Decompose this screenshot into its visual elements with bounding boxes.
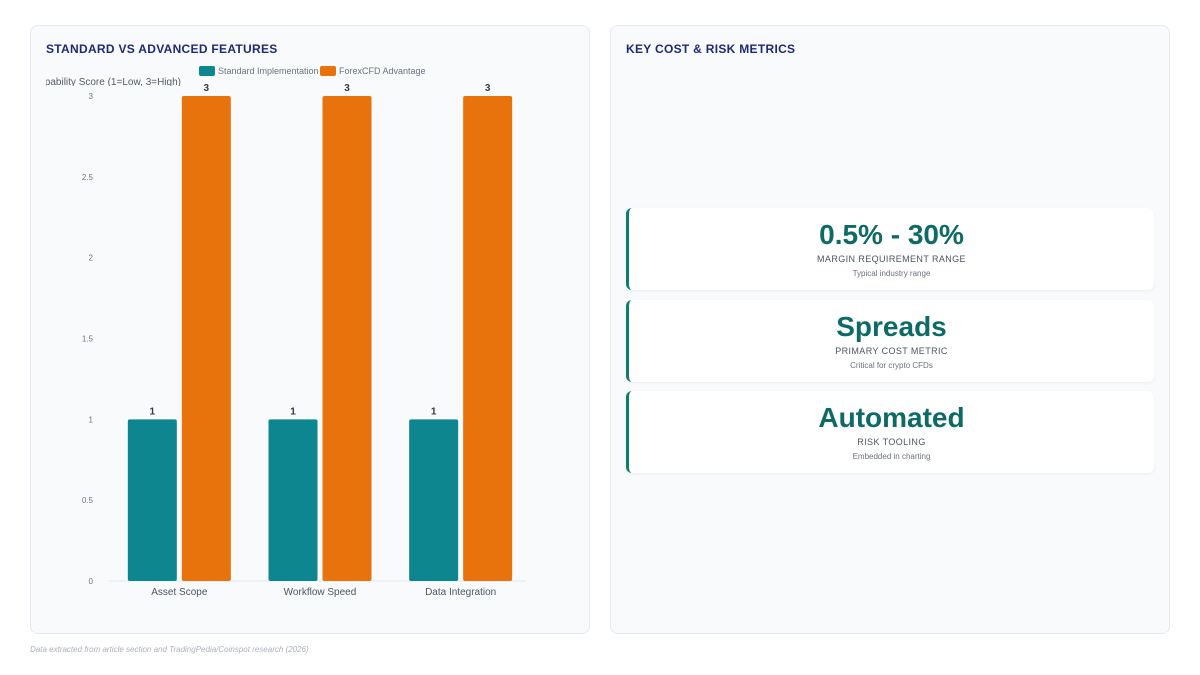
x-tick-label: Data Integration — [425, 587, 496, 598]
y-tick-label: 1 — [89, 415, 94, 424]
bar-value-label: 3 — [204, 83, 210, 94]
legend-label: ForexCFD Advantage — [339, 66, 426, 76]
metric-label: PRIMARY COST METRIC — [835, 346, 948, 356]
metric-sublabel: Critical for crypto CFDs — [850, 361, 933, 370]
y-tick-label: 2 — [89, 254, 94, 263]
y-axis-label: Capability Score (1=Low, 3=High) — [32, 77, 181, 88]
legend-swatch — [199, 66, 215, 76]
legend-swatch — [320, 66, 336, 76]
bar-value-label: 1 — [290, 406, 296, 417]
y-tick-label: 0 — [89, 577, 94, 586]
metric-sublabel: Typical industry range — [852, 269, 931, 278]
metric-value: 0.5% - 30% — [819, 219, 964, 250]
chart-panel-title: STANDARD VS ADVANCED FEATURES — [46, 42, 278, 56]
metric-value: Spreads — [836, 311, 947, 342]
x-tick-label: Workflow Speed — [284, 587, 357, 598]
legend-label: Standard Implementation — [218, 66, 319, 76]
y-tick-label: 2.5 — [82, 173, 94, 182]
x-tick-label: Asset Scope — [151, 587, 208, 598]
bar-value-label: 1 — [431, 406, 437, 417]
bar-value-label: 3 — [485, 83, 491, 94]
bar-advantage — [181, 96, 231, 581]
metric-label: MARGIN REQUIREMENT RANGE — [817, 254, 966, 264]
y-tick-label: 1.5 — [82, 335, 94, 344]
metrics-panel-title: KEY COST & RISK METRICS — [626, 42, 796, 56]
bar-standard — [127, 419, 177, 581]
metric-card-margin: 0.5% - 30% MARGIN REQUIREMENT RANGE Typi… — [626, 208, 1154, 290]
bar-value-label: 3 — [344, 83, 350, 94]
source-footnote: Data extracted from article section and … — [30, 645, 309, 654]
bar-advantage — [463, 96, 513, 581]
metric-card-risk-tooling: Automated RISK TOOLING Embedded in chart… — [626, 391, 1154, 473]
bar-standard — [268, 419, 318, 581]
bar-advantage — [322, 96, 372, 581]
metrics-panel: KEY COST & RISK METRICS 0.5% - 30% MARGI… — [610, 25, 1170, 634]
metric-sublabel: Embedded in charting — [852, 452, 931, 461]
bar-value-label: 1 — [150, 406, 156, 417]
metric-label: RISK TOOLING — [857, 437, 926, 447]
feature-chart-panel: STANDARD VS ADVANCED FEATURES Capability… — [30, 25, 590, 634]
y-tick-label: 3 — [89, 92, 94, 101]
y-tick-label: 0.5 — [82, 496, 94, 505]
feature-comparison-chart: Capability Score (1=Low, 3=High) 0 0.5 1 1.5… — [32, 66, 526, 598]
bar-standard — [409, 419, 459, 581]
metric-card-spreads: Spreads PRIMARY COST METRIC Critical for… — [626, 300, 1154, 382]
metric-value: Automated — [818, 402, 965, 433]
